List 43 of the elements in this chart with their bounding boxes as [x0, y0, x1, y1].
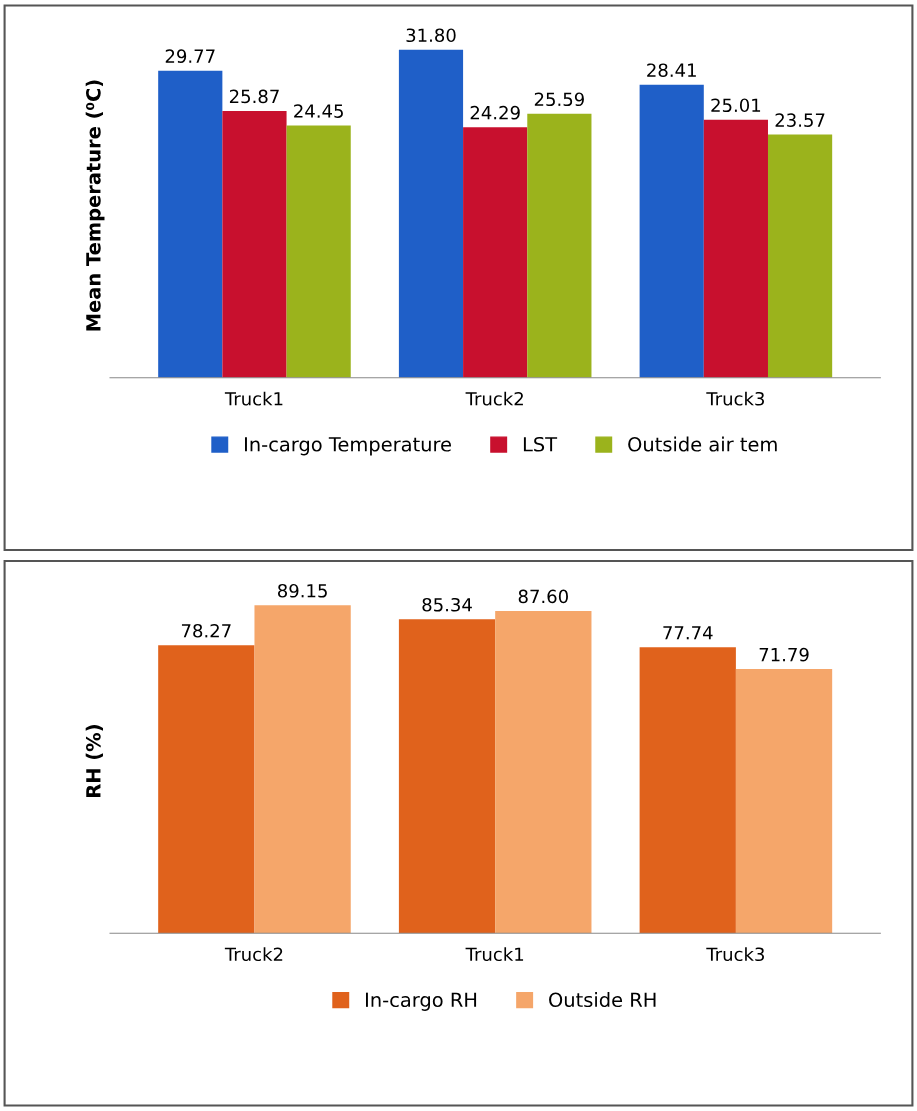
data-label: 77.74 — [663, 626, 713, 640]
data-label: 25.01 — [711, 98, 761, 113]
data-label: 29.77 — [165, 49, 215, 63]
legend-label: LST — [523, 436, 558, 452]
bar — [254, 605, 351, 934]
data-label: 85.34 — [422, 597, 472, 612]
legend-label: Outside air tem — [628, 436, 777, 452]
x-tick-label: Truck1 — [224, 391, 283, 406]
data-label: 28.41 — [647, 63, 696, 78]
data-label: 87.60 — [518, 589, 568, 604]
data-label: 25.59 — [534, 92, 584, 107]
legend-label: In-cargo RH — [366, 992, 477, 1011]
bar — [495, 610, 592, 934]
x-tick-label: Truck3 — [706, 391, 764, 406]
data-label: 24.45 — [294, 104, 343, 118]
bar — [463, 127, 528, 378]
bar — [158, 645, 255, 934]
data-label: 31.80 — [406, 28, 456, 43]
bar — [639, 84, 704, 378]
bar — [286, 125, 351, 378]
data-label: 23.57 — [775, 113, 825, 127]
bar — [222, 110, 287, 378]
bar — [767, 134, 833, 378]
legend-label: In-cargo Temperature — [245, 437, 451, 456]
bar — [158, 70, 223, 378]
y-axis-title: Mean Temperature (⁰C) — [85, 80, 105, 331]
bar — [639, 647, 736, 934]
data-label: 71.79 — [759, 647, 809, 662]
bar — [398, 619, 496, 934]
legend-label: Outside RH — [549, 992, 656, 1008]
x-tick-label: Truck3 — [706, 947, 764, 962]
x-tick-label: Truck2 — [224, 947, 283, 962]
bar — [398, 49, 464, 378]
data-label: 25.87 — [229, 89, 279, 104]
y-axis-title: RH (%) — [85, 725, 103, 797]
bar — [735, 669, 833, 934]
data-label: 89.15 — [277, 583, 327, 598]
data-label: 78.27 — [181, 623, 231, 638]
data-label: 24.29 — [470, 105, 520, 120]
x-tick-label: Truck2 — [465, 391, 523, 406]
bar — [703, 119, 768, 378]
bar — [527, 113, 592, 378]
x-tick-label: Truck1 — [465, 947, 524, 962]
